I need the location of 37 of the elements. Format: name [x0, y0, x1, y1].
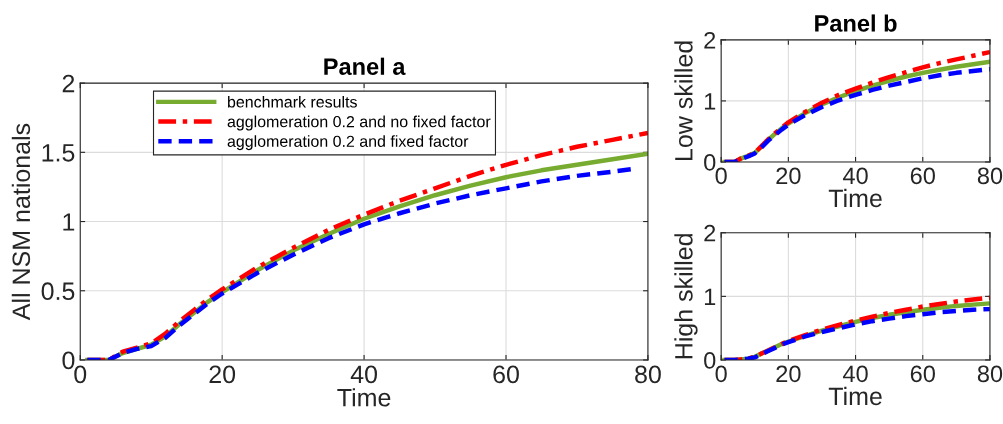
chart-title: Panel b [815, 14, 897, 32]
x-tick-label: 0 [715, 167, 727, 185]
x-tick-label: 20 [209, 365, 236, 384]
x-tick-label: 80 [635, 365, 661, 384]
x-axis-title: Time [828, 188, 882, 208]
x-tick-label: 60 [493, 365, 519, 384]
y-tick-label: 1 [704, 93, 716, 110]
x-tick-label: 0 [74, 365, 87, 384]
y-tick-label: 1.5 [42, 144, 75, 162]
x-tick-label: 20 [776, 167, 801, 185]
chart-title: Panel a [324, 57, 406, 75]
x-axis-title: Time [337, 388, 391, 407]
x-axis-title: Time [828, 386, 882, 406]
y-axis-title: All NSM nationals [11, 123, 31, 321]
legend-label: agglomeration 0.2 and fixed factor [227, 135, 469, 151]
legend-label: agglomeration 0.2 and no fixed factor [227, 115, 491, 131]
y-tick-label: 1 [704, 288, 716, 305]
y-axis-title: Low skilled [674, 41, 693, 160]
x-tick-label: 0 [715, 365, 727, 383]
x-tick-label: 60 [910, 167, 935, 185]
y-tick-label: 0.5 [41, 282, 75, 301]
x-tick-label: 40 [842, 365, 868, 383]
y-axis-title: High skilled [674, 234, 698, 359]
x-tick-label: 20 [776, 365, 801, 383]
x-tick-label: 80 [977, 167, 1003, 185]
y-tick-label: 2 [62, 74, 75, 93]
x-tick-label: 40 [350, 365, 378, 384]
y-tick-label: 1 [63, 213, 75, 231]
legend-label: benchmark results [228, 95, 357, 108]
y-tick-label: 2 [704, 31, 716, 49]
y-tick-label: 2 [704, 224, 716, 242]
y-tick-label: 0 [704, 154, 716, 171]
x-tick-label: 80 [977, 365, 1003, 383]
x-tick-label: 40 [842, 167, 868, 185]
x-tick-label: 60 [910, 365, 935, 383]
y-tick-label: 0 [62, 351, 75, 370]
y-tick-label: 0 [704, 352, 716, 369]
